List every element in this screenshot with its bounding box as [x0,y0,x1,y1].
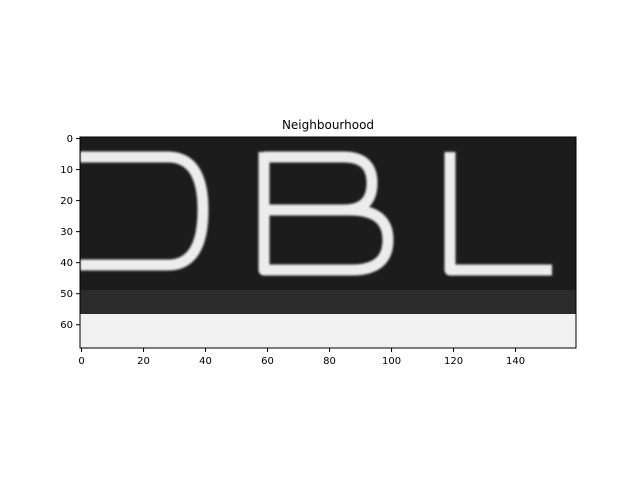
y-tick-label: 30 [60,227,73,238]
x-tick-label: 80 [323,356,336,367]
y-tick-label: 50 [60,289,73,300]
figure-title: Neighbourhood [282,118,374,132]
x-tick-label: 100 [382,356,401,367]
y-axis: 0 10 20 30 40 50 60 [60,134,80,331]
x-tick-label: 60 [261,356,274,367]
letter-d [80,151,209,271]
letters-dbl [80,151,552,276]
x-tick-label: 40 [199,356,212,367]
y-tick-label: 60 [60,320,73,331]
y-tick-label: 0 [67,134,73,145]
x-axis: 0 20 40 60 80 100 120 140 [78,348,525,367]
letter-b [258,151,394,276]
x-tick-label: 140 [506,356,525,367]
x-tick-label: 0 [78,356,84,367]
axes-frame [79,136,577,349]
x-tick-label: 120 [444,356,463,367]
x-tick-label: 20 [137,356,150,367]
letter-l [444,152,552,276]
y-tick-label: 10 [60,165,73,176]
y-tick-label: 20 [60,196,73,207]
image-area [80,137,576,348]
y-tick-label: 40 [60,258,73,269]
bottom-stripe [80,314,576,348]
